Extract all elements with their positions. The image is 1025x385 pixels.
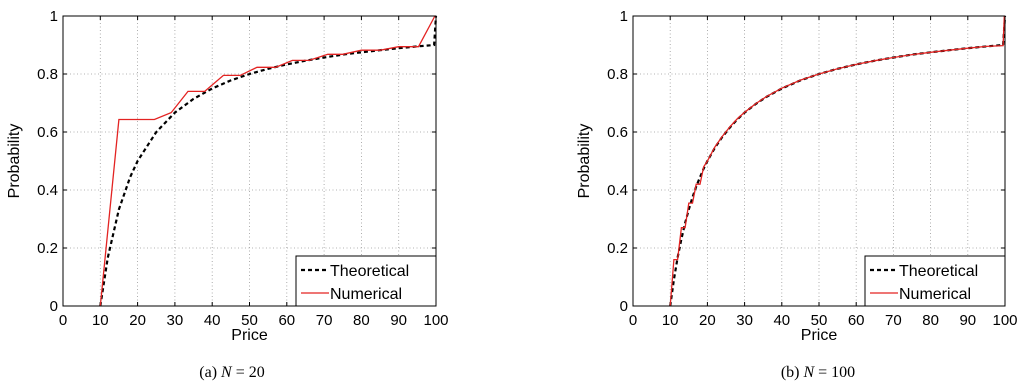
x-tick-label: 10 (662, 312, 679, 329)
x-tick-label: 60 (278, 312, 295, 329)
y-tick-label: 0.6 (607, 124, 628, 141)
x-tick-label: 0 (629, 312, 637, 329)
x-tick-label: 10 (92, 312, 109, 329)
series-line-numerical (99, 15, 436, 307)
x-axis-label: Price (231, 327, 268, 344)
axes-frame (62, 15, 437, 307)
x-tick-label: 0 (59, 312, 67, 329)
chart-panel-b: 0 10 20 30 40 50 60 70 80 90 100 0 0.2 0.4 0.6 0.8 1 Pric… (576, 8, 1018, 381)
y-tick-label: 0.4 (37, 182, 58, 199)
y-tick-label: 1 (620, 8, 628, 25)
y-tick-label: 0.4 (607, 182, 628, 199)
x-tick-label: 40 (773, 312, 790, 329)
x-tick-label: 20 (699, 312, 716, 329)
x-tick-label: 80 (353, 312, 370, 329)
legend-box (295, 255, 437, 307)
legend: Theoretical Numerical (295, 255, 437, 307)
axes-frame (632, 15, 1006, 307)
x-tick-label: 60 (848, 312, 865, 329)
y-tick-label: 0 (50, 298, 58, 315)
legend: Theoretical Numerical (864, 255, 1006, 307)
legend-label-theoretical: Theoretical (899, 263, 978, 280)
legend-label-numerical: Numerical (899, 286, 971, 303)
chart-panel-a: 0 10 20 30 40 50 60 70 80 90 100 0 0.2 0.4 0.6 0.8 1 Pric… (6, 8, 449, 381)
x-tick-label: 30 (167, 312, 184, 329)
series-line-numerical (669, 15, 1005, 307)
legend-label-theoretical: Theoretical (330, 263, 409, 280)
y-tick-label: 0.8 (37, 66, 58, 83)
x-tick-label: 90 (390, 312, 407, 329)
x-tick-label: 90 (959, 312, 976, 329)
y-tick-label: 0.8 (607, 66, 628, 83)
x-tick-label: 30 (736, 312, 753, 329)
x-tick-label: 100 (992, 312, 1017, 329)
y-tick-label: 0.2 (37, 240, 58, 257)
x-tick-label: 80 (922, 312, 939, 329)
x-tick-label: 50 (241, 312, 258, 329)
y-tick-label: 1 (50, 8, 58, 25)
x-tick-label: 40 (204, 312, 221, 329)
panel-caption: (a) N = 20 (199, 364, 264, 381)
x-tick-label: 70 (885, 312, 902, 329)
y-tick-label: 0.6 (37, 124, 58, 141)
panel-caption: (b) N = 100 (781, 364, 855, 381)
x-tick-label: 50 (811, 312, 828, 329)
x-axis-label: Price (801, 327, 838, 344)
y-tick-label: 0 (620, 298, 628, 315)
legend-box (864, 255, 1006, 307)
series-line-theoretical (99, 15, 438, 307)
x-tick-label: 100 (423, 312, 448, 329)
x-tick-label: 70 (316, 312, 333, 329)
x-tick-label: 20 (129, 312, 146, 329)
legend-label-numerical: Numerical (330, 286, 402, 303)
y-axis-label: Probability (576, 124, 593, 199)
y-tick-label: 0.2 (607, 240, 628, 257)
y-axis-label: Probability (6, 124, 23, 199)
